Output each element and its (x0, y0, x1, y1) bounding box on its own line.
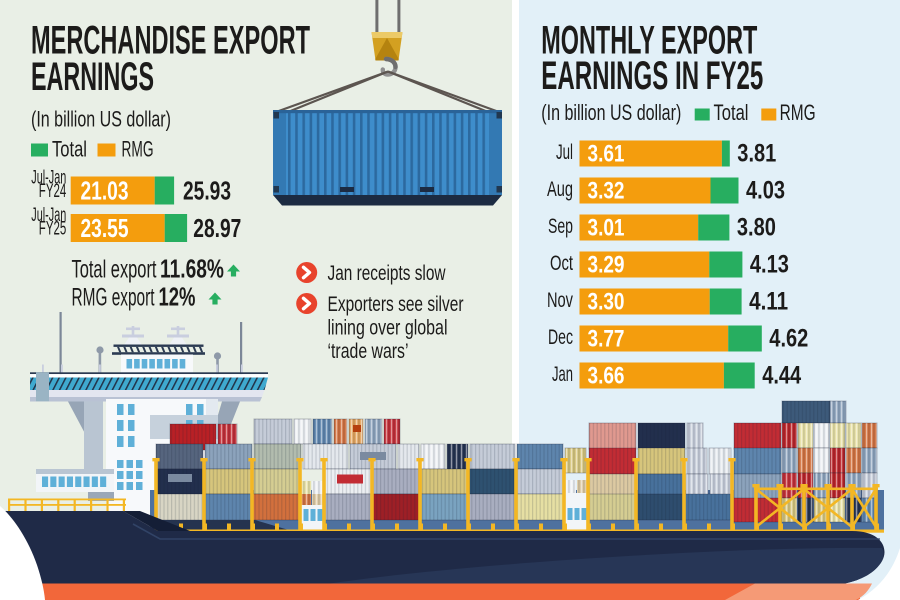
svg-text:Jul-Jan: Jul-Jan (31, 168, 66, 189)
svg-text:Total: Total (714, 100, 749, 125)
svg-text:Aug: Aug (547, 178, 573, 201)
svg-text:MONTHLY EXPORT: MONTHLY EXPORT (541, 19, 757, 63)
svg-text:Dec: Dec (548, 326, 573, 349)
svg-text:FY25: FY25 (39, 219, 67, 240)
svg-text:FY24: FY24 (39, 181, 67, 202)
svg-text:(In billion US dollar): (In billion US dollar) (541, 100, 681, 125)
svg-text:4.11: 4.11 (749, 288, 788, 316)
svg-text:Jul-Jan: Jul-Jan (31, 205, 66, 226)
svg-text:Jul: Jul (556, 141, 573, 164)
svg-text:MERCHANDISE EXPORT: MERCHANDISE EXPORT (31, 19, 310, 63)
svg-text:Nov: Nov (547, 289, 573, 312)
svg-text:RMG: RMG (780, 100, 816, 125)
svg-text:RMG: RMG (122, 137, 154, 162)
svg-text:21.03: 21.03 (81, 178, 129, 206)
svg-text:Total export: Total export (72, 256, 157, 284)
svg-text:3.29: 3.29 (588, 252, 625, 279)
svg-text:11.68%: 11.68% (160, 256, 224, 284)
svg-text:3.30: 3.30 (588, 289, 625, 316)
svg-text:3.81: 3.81 (737, 140, 776, 168)
svg-text:4.62: 4.62 (769, 325, 808, 353)
svg-text:28.97: 28.97 (193, 215, 241, 243)
svg-text:25.93: 25.93 (183, 178, 231, 206)
svg-text:3.77: 3.77 (588, 326, 625, 353)
svg-text:4.13: 4.13 (750, 251, 789, 279)
svg-text:4.03: 4.03 (746, 177, 785, 205)
svg-text:Exporters see silver: Exporters see silver (328, 292, 464, 316)
svg-text:Sep: Sep (548, 215, 573, 238)
svg-text:12%: 12% (159, 284, 196, 312)
svg-text:lining over global: lining over global (328, 316, 448, 340)
svg-text:(In billion US dollar): (In billion US dollar) (31, 107, 171, 132)
svg-text:Total: Total (52, 137, 87, 162)
svg-text:Jan: Jan (552, 363, 573, 386)
svg-text:EARNINGS: EARNINGS (31, 55, 154, 99)
svg-text:3.61: 3.61 (588, 141, 625, 168)
svg-text:‘trade wars’: ‘trade wars’ (328, 339, 409, 363)
svg-text:3.66: 3.66 (588, 363, 625, 390)
svg-text:3.32: 3.32 (588, 178, 625, 205)
svg-text:EARNINGS IN FY25: EARNINGS IN FY25 (541, 54, 763, 98)
svg-text:23.55: 23.55 (81, 215, 129, 243)
svg-text:4.44: 4.44 (762, 362, 801, 390)
svg-text:RMG export: RMG export (72, 284, 155, 312)
svg-text:Jan receipts slow: Jan receipts slow (328, 261, 446, 285)
svg-text:3.80: 3.80 (737, 214, 776, 242)
svg-text:3.01: 3.01 (588, 215, 625, 242)
svg-text:Oct: Oct (550, 252, 573, 275)
